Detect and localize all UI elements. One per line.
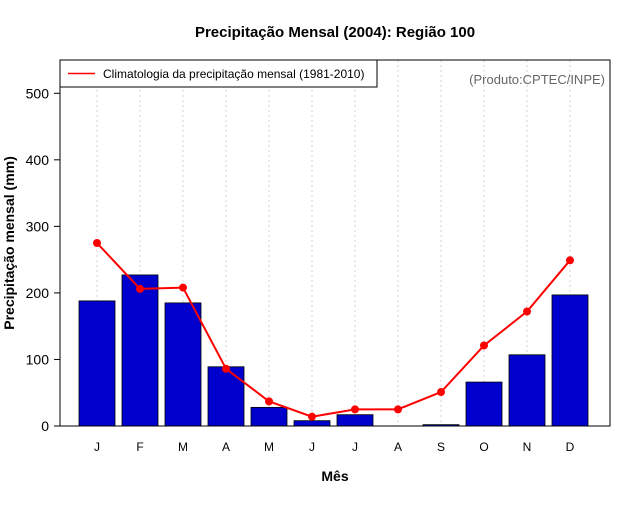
climatology-point-2 — [136, 284, 144, 293]
climatology-point-10 — [480, 341, 488, 350]
y-tick-label: 500 — [26, 85, 50, 101]
x-tick-label: S — [437, 440, 445, 454]
climatology-point-12 — [566, 256, 574, 265]
bar-2 — [121, 274, 159, 427]
x-tick-label: F — [136, 440, 143, 454]
chart-title: Precipitação Mensal (2004): Região 100 — [195, 24, 475, 41]
x-tick-label: A — [222, 440, 230, 454]
bar-1 — [78, 300, 116, 427]
bar-5 — [250, 406, 288, 427]
x-tick-label: M — [264, 440, 274, 454]
x-tick-label: N — [523, 440, 532, 454]
y-tick-label: 0 — [41, 418, 49, 434]
x-tick-label: M — [178, 440, 188, 454]
bar-12 — [551, 294, 589, 427]
climatology-point-4 — [222, 364, 230, 373]
y-tick-label: 200 — [26, 285, 50, 301]
y-axis-title: Precipitação mensal (mm) — [1, 156, 17, 330]
bar-4 — [207, 366, 245, 427]
bar-6 — [293, 420, 331, 427]
x-tick-label: O — [479, 440, 488, 454]
legend-box — [59, 59, 378, 88]
climatology-point-5 — [265, 397, 273, 406]
chart-subtitle: (Produto:CPTEC/INPE) — [469, 72, 605, 87]
y-tick-label: 100 — [26, 351, 50, 367]
y-axis: 0 100 200 300 400 500 — [26, 85, 60, 434]
climatology-line — [96, 242, 571, 418]
bar-11 — [508, 354, 546, 427]
bar-3 — [164, 302, 202, 427]
legend-label: Climatologia da precipitação mensal (198… — [103, 67, 364, 81]
x-tick-label: A — [394, 440, 402, 454]
bar-7 — [336, 414, 374, 427]
x-tick-label: J — [309, 440, 315, 454]
climatology-point-7 — [351, 405, 359, 414]
y-tick-label: 300 — [26, 218, 50, 234]
climatology-point-3 — [179, 283, 187, 292]
x-tick-label: D — [566, 440, 575, 454]
climatology-point-1 — [93, 239, 101, 247]
climatology-point-9 — [437, 388, 445, 397]
climatology-point-11 — [523, 307, 531, 316]
climatology-point-8 — [394, 405, 402, 414]
legend: Climatologia da precipitação mensal (198… — [59, 59, 378, 88]
y-tick-label: 400 — [26, 152, 50, 168]
bar-10 — [465, 381, 503, 427]
x-tick-label: J — [352, 440, 358, 454]
climatology-point-6 — [308, 412, 316, 421]
x-tick-label: J — [94, 440, 100, 454]
bar-series — [78, 274, 589, 427]
line-series — [93, 239, 574, 421]
x-axis-title: Mês — [321, 468, 348, 484]
